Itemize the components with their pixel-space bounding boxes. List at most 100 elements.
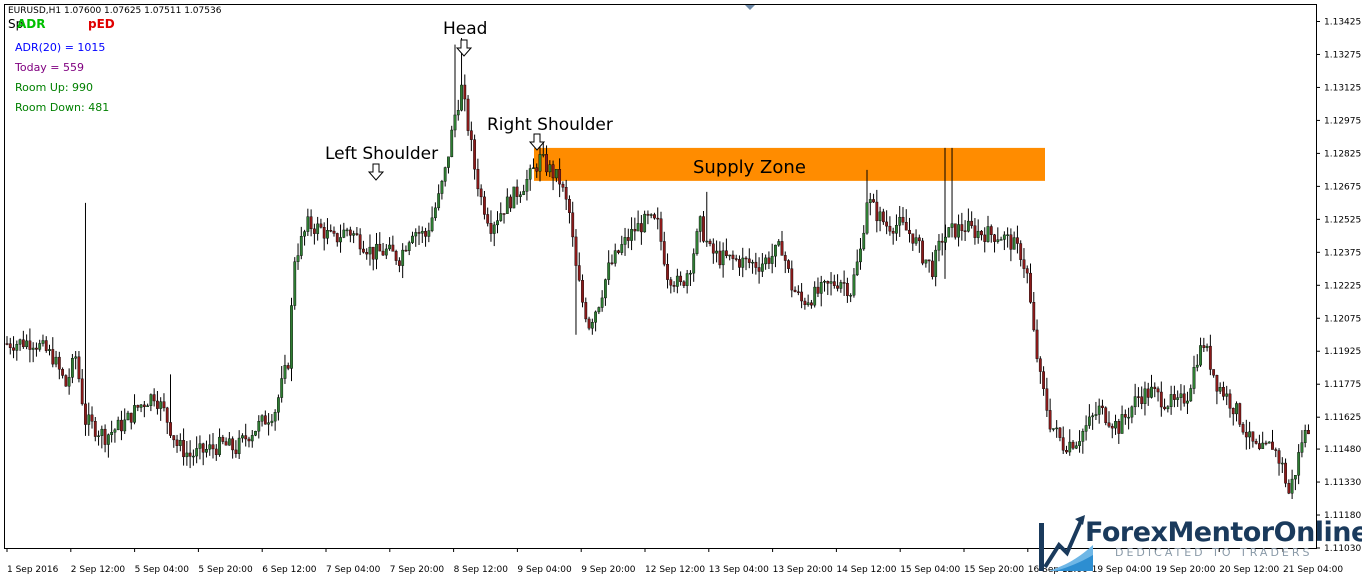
bear-candle	[610, 262, 614, 265]
bear-candle	[21, 339, 25, 348]
x-tick-label: 19 Sep 04:00	[1092, 565, 1152, 575]
bear-candle	[319, 223, 323, 228]
bear-candle	[672, 285, 676, 287]
bear-candle	[169, 422, 172, 436]
bull-candle	[1261, 442, 1265, 449]
bear-candle	[509, 196, 512, 209]
bull-candle	[414, 232, 418, 237]
bear-candle	[35, 347, 38, 350]
bull-candle	[375, 243, 378, 260]
bull-candle	[316, 223, 320, 234]
bull-candle	[97, 435, 100, 437]
bear-candle	[568, 199, 571, 213]
bear-candle	[1071, 441, 1075, 449]
bull-candle	[859, 248, 862, 263]
bull-candle	[698, 216, 702, 232]
bull-candle	[1143, 388, 1147, 404]
bear-candle	[142, 404, 146, 407]
bear-candle	[479, 188, 483, 198]
bear-candle	[1022, 259, 1026, 269]
bull-candle	[1012, 237, 1016, 250]
bear-candle	[783, 255, 787, 261]
head-arrow-icon	[455, 39, 473, 57]
y-tick-label: 1.12675	[1324, 182, 1361, 192]
bull-candle	[764, 257, 768, 265]
bull-candle	[924, 259, 928, 264]
bull-candle	[293, 261, 297, 306]
bull-candle	[345, 229, 349, 232]
bear-candle	[973, 225, 977, 238]
bear-candle	[1025, 268, 1029, 274]
bull-candle	[728, 254, 732, 257]
x-tick-label: 13 Sep 04:00	[709, 565, 769, 575]
bull-candle	[106, 434, 110, 445]
bull-candle	[528, 168, 532, 180]
bear-candle	[885, 221, 889, 227]
bull-candle	[996, 239, 1000, 242]
bull-candle	[862, 232, 866, 250]
bear-candle	[322, 227, 326, 239]
bear-candle	[754, 261, 758, 268]
bull-candle	[31, 347, 35, 350]
bear-candle	[90, 414, 94, 422]
bear-candle	[639, 223, 643, 233]
bull-candle	[934, 249, 938, 277]
indicator-label-c: pED	[88, 17, 115, 31]
bull-candle	[721, 250, 725, 266]
bear-candle	[1110, 425, 1114, 429]
bear-candle	[669, 279, 673, 286]
bull-candle	[54, 356, 58, 365]
head-label: Head	[443, 19, 488, 39]
bull-candle	[944, 236, 947, 243]
bull-candle	[1120, 414, 1124, 434]
bear-candle	[584, 302, 588, 320]
bull-candle	[829, 281, 833, 284]
bull-candle	[1087, 416, 1091, 426]
x-tick-label: 21 Sep 04:00	[1283, 565, 1343, 575]
bear-candle	[355, 233, 359, 235]
bull-candle	[277, 397, 280, 413]
bear-candle	[790, 268, 794, 291]
bear-candle	[1101, 405, 1104, 408]
bear-candle	[165, 407, 169, 423]
x-tick-label: 13 Sep 20:00	[773, 565, 833, 575]
bull-candle	[1051, 428, 1055, 430]
bear-candle	[970, 220, 974, 226]
bear-candle	[348, 229, 352, 236]
bull-candle	[1176, 397, 1180, 400]
y-tick-label: 1.13125	[1324, 83, 1361, 93]
x-tick-label: 1 Sep 2016	[7, 565, 59, 575]
bear-candle	[617, 250, 620, 253]
bull-candle	[1186, 400, 1189, 404]
bear-candle	[1009, 234, 1013, 250]
y-tick-label: 1.11775	[1324, 380, 1361, 390]
bull-candle	[133, 405, 136, 423]
bear-candle	[551, 164, 555, 179]
bear-candle	[476, 168, 480, 190]
bear-candle	[581, 280, 584, 303]
bear-candle	[1212, 369, 1216, 376]
bull-candle	[636, 223, 640, 232]
bull-candle	[1130, 406, 1134, 418]
bear-candle	[1058, 427, 1062, 438]
bull-candle	[1293, 475, 1297, 480]
bear-candle	[796, 291, 800, 293]
bear-candle	[911, 233, 915, 244]
bull-candle	[855, 261, 859, 276]
bull-candle	[823, 281, 826, 283]
bull-candle	[976, 230, 980, 238]
bull-candle	[450, 129, 454, 158]
bull-candle	[777, 241, 781, 246]
bear-candle	[1271, 441, 1274, 450]
bull-candle	[630, 229, 633, 241]
bull-candle	[440, 181, 444, 194]
y-tick-label: 1.13275	[1324, 50, 1361, 60]
x-tick-label: 9 Sep 04:00	[517, 565, 572, 575]
bull-candle	[407, 242, 411, 251]
x-tick-label: 20 Sep 12:00	[1219, 565, 1279, 575]
bull-candle	[146, 405, 150, 407]
bull-candle	[25, 340, 29, 348]
bear-candle	[679, 275, 683, 282]
